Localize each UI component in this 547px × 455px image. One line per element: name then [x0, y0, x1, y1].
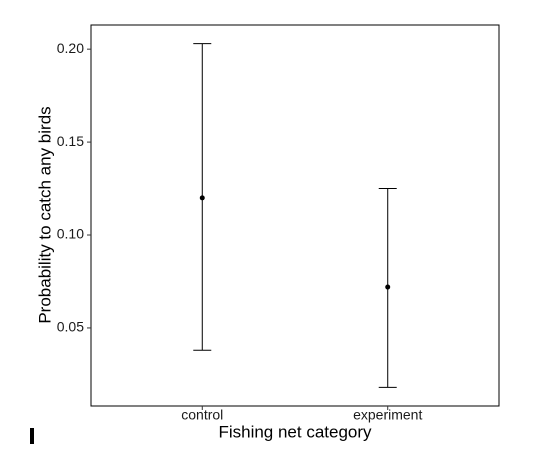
y-tick-label: 0.10: [57, 226, 84, 242]
y-tick-label: 0.15: [57, 133, 84, 149]
x-tick-label: control: [181, 407, 223, 423]
y-tick-label: 0.05: [57, 319, 84, 335]
cursor-mark: [30, 428, 34, 444]
point: [199, 195, 205, 201]
point: [385, 284, 391, 290]
y-tick-label: 0.20: [57, 40, 84, 56]
x-tick-label: experiment: [353, 407, 422, 423]
plot-frame: [90, 24, 500, 407]
y-axis-title: Probability to catch any birds: [35, 106, 54, 323]
x-axis-title: Fishing net category: [218, 422, 372, 441]
